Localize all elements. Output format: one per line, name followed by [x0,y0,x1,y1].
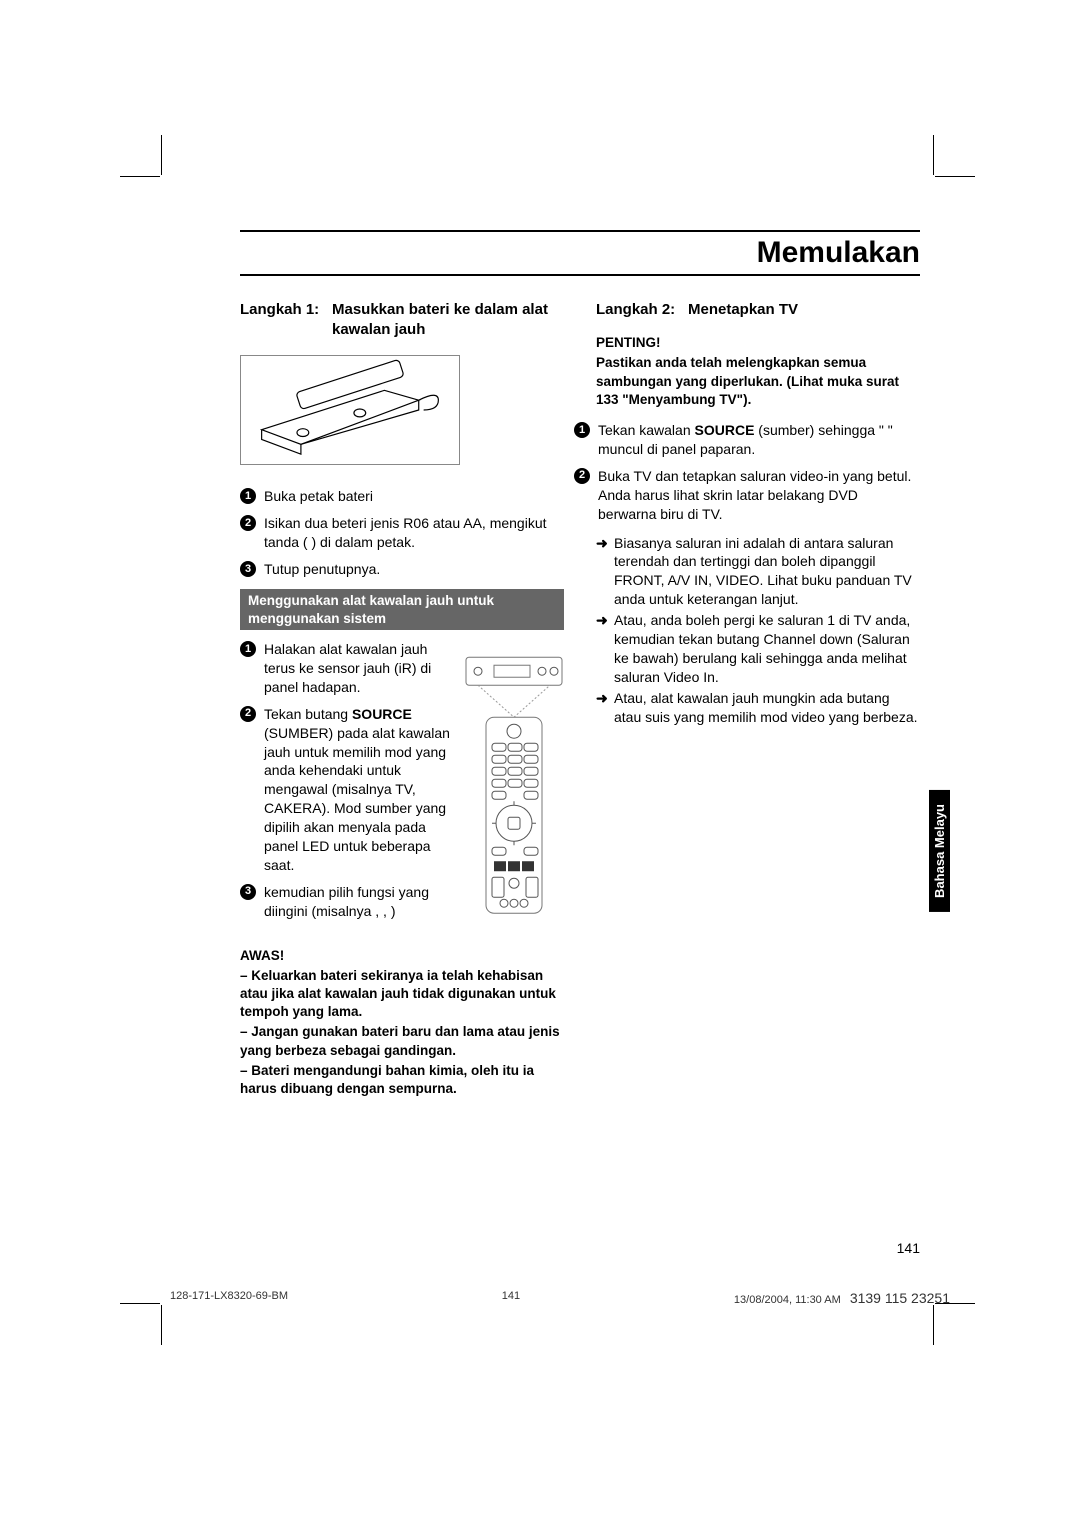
step1-label: Langkah 1: [240,300,332,341]
crop-mark-tr-v [933,135,934,175]
num-icon: 2 [240,515,256,531]
step-text: Tutup penutupnya. [264,560,564,579]
arrow-item: ➜Atau, anda boleh pergi ke saluran 1 di … [596,611,920,687]
num-icon: 1 [240,641,256,657]
step2-title: Menetapkan TV [688,300,798,320]
caution-item: – Jangan gunakan bateri baru dan lama at… [240,1023,564,1059]
list-item: 3 kemudian pilih fungsi yang diingini (mi… [240,883,454,921]
arrow-item: ➜Atau, alat kawalan jauh mungkin ada but… [596,689,920,727]
crop-mark-br-v [933,1305,934,1345]
steps-b-list: 1 Halakan alat kawalan jauh terus ke sens… [240,640,454,920]
num-icon: 3 [240,884,256,900]
step-text: Tekan kawalan SOURCE (sumber) sehingga "… [598,421,920,459]
crop-mark-tl-v [161,135,162,175]
step-text: Tekan butang SOURCE (SUMBER) pada alat k… [264,705,454,875]
step2-label: Langkah 2: [596,300,688,320]
list-item: 1 Buka petak bateri [240,487,564,506]
num-icon: 2 [574,468,590,484]
num-icon: 1 [574,422,590,438]
battery-diagram [240,355,460,465]
remote-text: 1 Halakan alat kawalan jauh terus ke sens… [240,640,454,930]
crop-mark-bl-v [161,1305,162,1345]
caution-title: AWAS! [240,947,564,965]
crop-mark-tl-h [120,176,160,177]
left-column: Langkah 1: Masukkan bateri ke dalam alat… [240,300,564,1100]
crop-mark-bl-h [120,1303,160,1304]
arrow-text: Atau, alat kawalan jauh mungkin ada buta… [614,689,920,727]
footer-code: 3139 115 23251 [850,1290,950,1306]
page-title: Memulakan [240,236,920,270]
subsection-heading: Menggunakan alat kawalan jauh untuk meng… [240,589,564,630]
step2-heading: Langkah 2: Menetapkan TV [596,300,920,320]
important-block: PENTING! Pastikan anda telah melengkapka… [596,334,920,409]
list-item: 2 Tekan butang SOURCE (SUMBER) pada alat … [240,705,454,875]
footer-page: 141 [502,1290,520,1306]
arrow-text: Biasanya saluran ini adalah di antara sa… [614,534,920,610]
list-item: 2 Buka TV dan tetapkan saluran video-in y… [574,467,920,524]
list-item: 1 Tekan kawalan SOURCE (sumber) sehingga … [574,421,920,459]
footer: 128-171-LX8320-69-BM 141 13/08/2004, 11:… [170,1290,950,1306]
arrow-item: ➜Biasanya saluran ini adalah di antara s… [596,534,920,610]
step-text: Halakan alat kawalan jauh terus ke senso… [264,640,454,697]
columns: Langkah 1: Masukkan bateri ke dalam alat… [240,300,920,1100]
list-item: 2 Isikan dua beteri jenis R06 atau AA, me… [240,514,564,552]
remote-instructions: 1 Halakan alat kawalan jauh terus ke sens… [240,640,564,930]
footer-timestamp: 13/08/2004, 11:30 AM [734,1294,841,1306]
steps-right-list: 1 Tekan kawalan SOURCE (sumber) sehingga … [574,421,920,523]
caution-item: – Bateri mengandungi bahan kimia, oleh i… [240,1062,564,1098]
list-item: 1 Halakan alat kawalan jauh terus ke sens… [240,640,454,697]
num-icon: 3 [240,561,256,577]
num-icon: 2 [240,706,256,722]
crop-mark-tr-h [935,176,975,177]
caution-block: AWAS! – Keluarkan bateri sekiranya ia te… [240,947,564,1099]
important-body: Pastikan anda telah melengkapkan semua s… [596,354,920,409]
footer-doc-id: 128-171-LX8320-69-BM [170,1290,288,1306]
caution-item: – Keluarkan bateri sekiranya ia telah ke… [240,967,564,1022]
steps-a-list: 1 Buka petak bateri 2 Isikan dua beteri je… [240,487,564,579]
title-bar: Memulakan [240,230,920,276]
step-text: Buka petak bateri [264,487,564,506]
step1-heading: Langkah 1: Masukkan bateri ke dalam alat… [240,300,564,341]
footer-right: 13/08/2004, 11:30 AM 3139 115 23251 [734,1290,950,1306]
step1-title: Masukkan bateri ke dalam alat kawalan ja… [332,300,564,341]
step-text: Isikan dua beteri jenis R06 atau AA, men… [264,514,564,552]
arrow-icon: ➜ [596,611,610,630]
arrow-icon: ➜ [596,689,610,708]
arrow-icon: ➜ [596,534,610,553]
step-text: Buka TV dan tetapkan saluran video-in ya… [598,467,920,524]
arrow-text: Atau, anda boleh pergi ke saluran 1 di T… [614,611,920,687]
page-content: Memulakan Langkah 1: Masukkan bateri ke … [240,230,920,1100]
language-tab: Bahasa Melayu [929,790,950,912]
remote-diagram [464,640,564,930]
right-column: Langkah 2: Menetapkan TV PENTING! Pastik… [596,300,920,1100]
step-text: kemudian pilih fungsi yang diingini (mis… [264,883,454,921]
list-item: 3 Tutup penutupnya. [240,560,564,579]
page-number: 141 [897,1240,920,1256]
important-title: PENTING! [596,334,920,352]
num-icon: 1 [240,488,256,504]
